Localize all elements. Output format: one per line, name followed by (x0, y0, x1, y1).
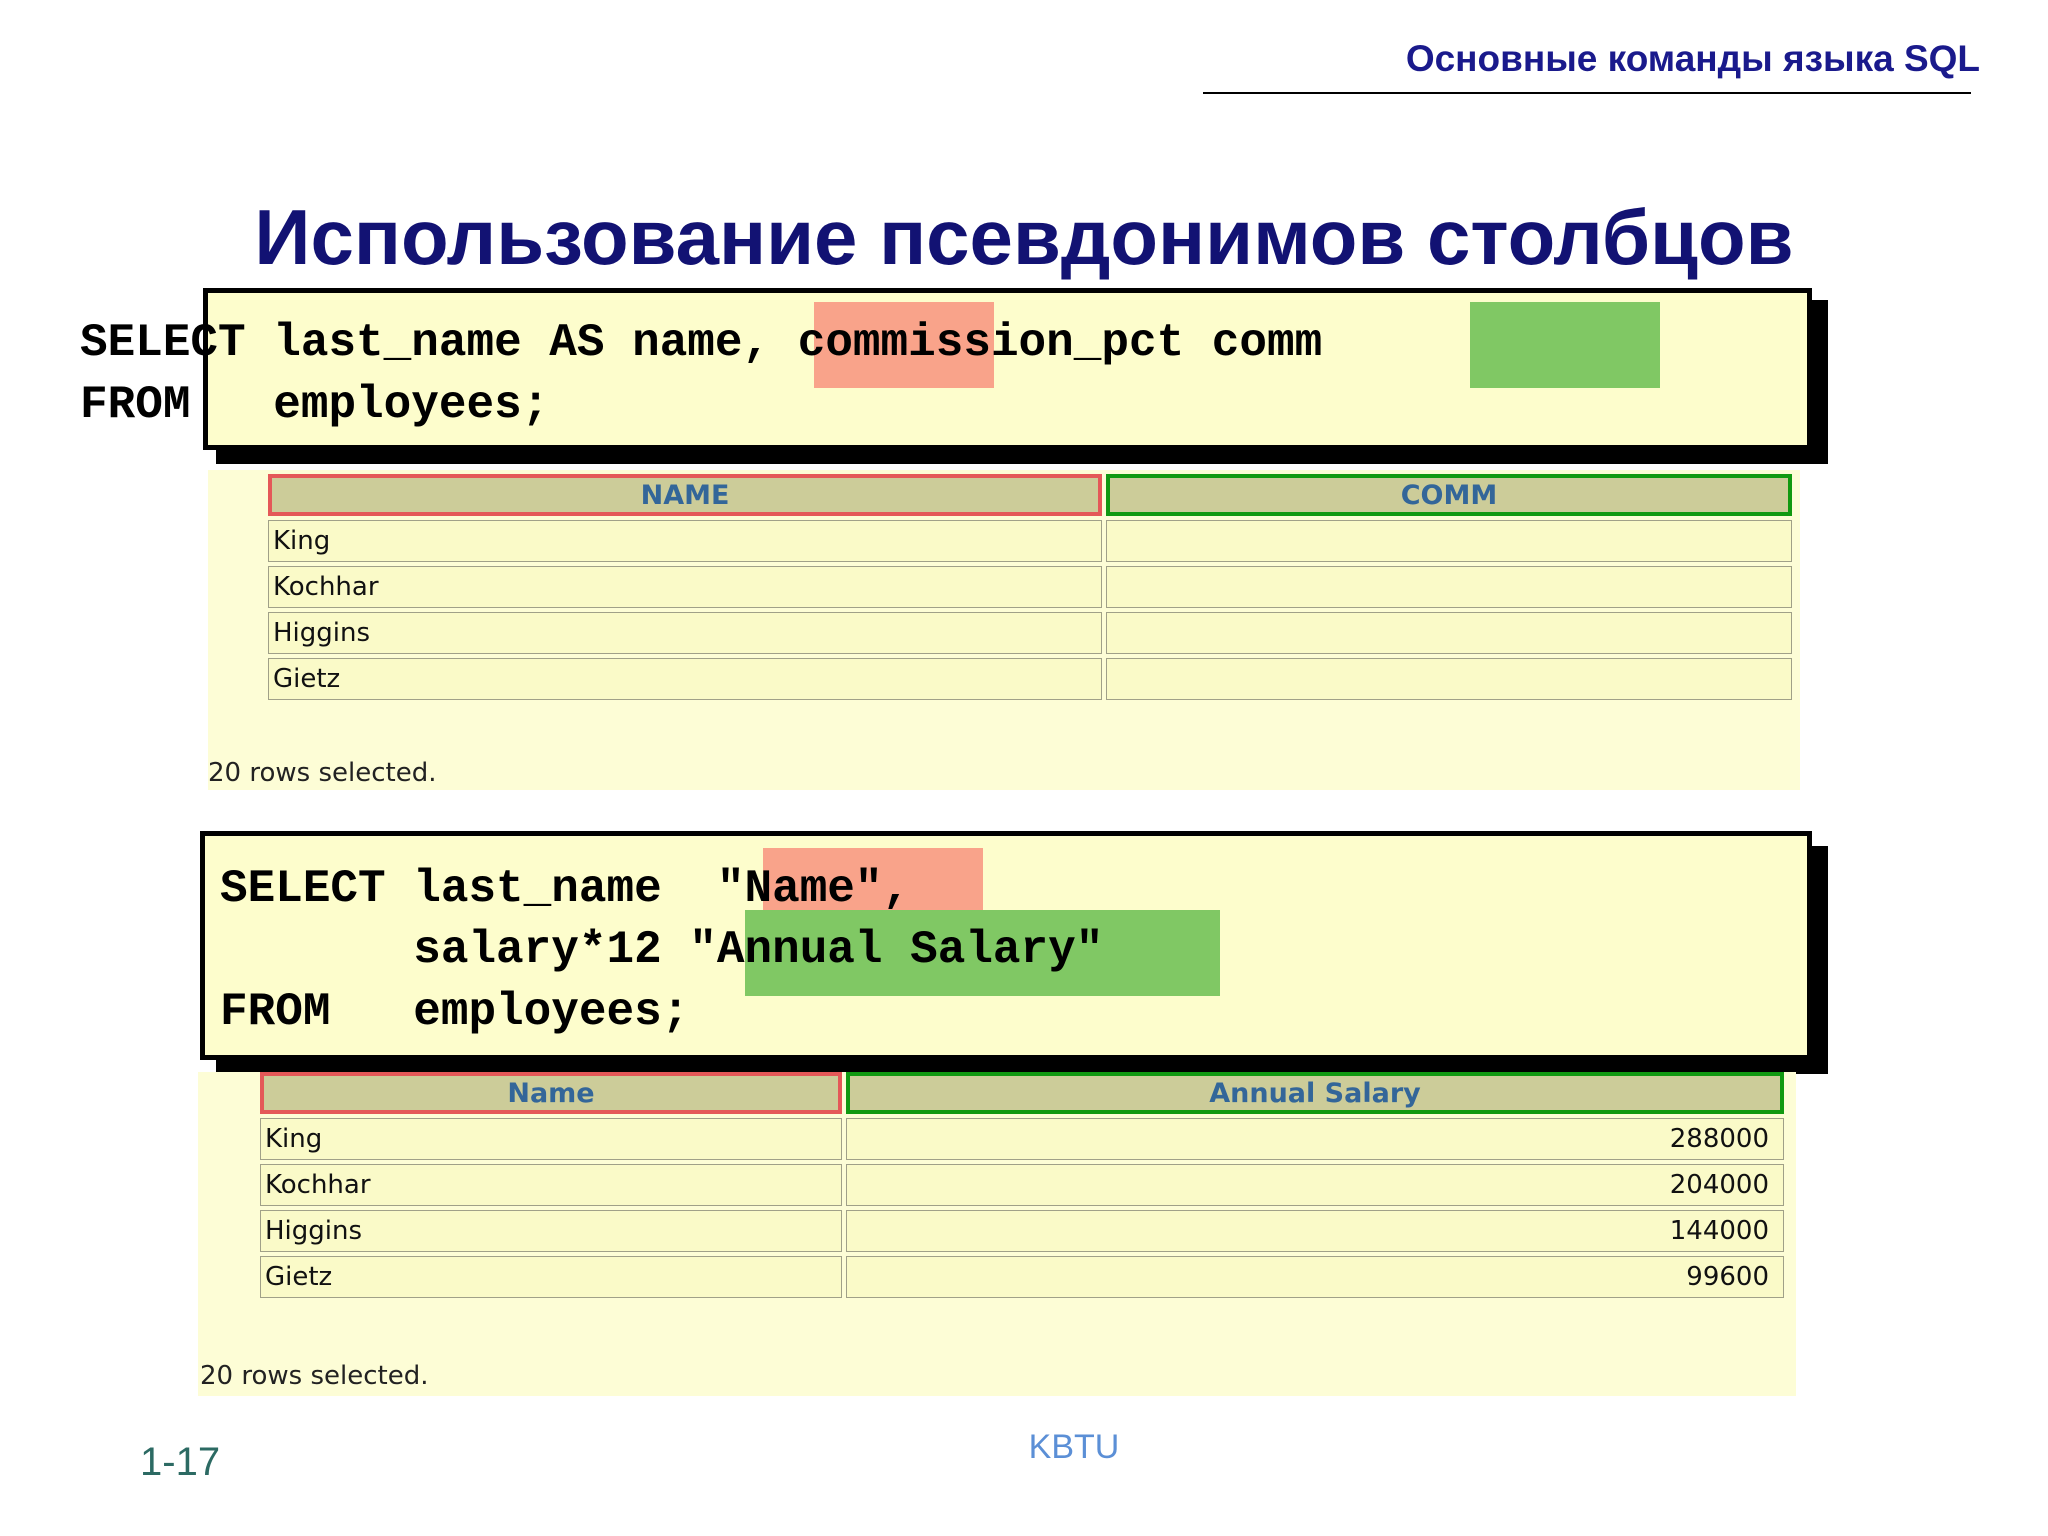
rows-selected-note: 20 rows selected. (208, 758, 437, 788)
cell-comm (1106, 566, 1792, 608)
table-row: Gietz (268, 658, 1792, 700)
table-row: Gietz 99600 (260, 1256, 1784, 1298)
cell-annual-salary: 99600 (846, 1256, 1784, 1298)
code-line: SELECT last_name "Name", (220, 863, 911, 915)
slide-number: 1-17 (140, 1440, 221, 1484)
cell-name: King (268, 520, 1102, 562)
cell-name: Gietz (260, 1256, 842, 1298)
table-row: King 288000 (260, 1118, 1784, 1160)
table-row: Kochhar (268, 566, 1792, 608)
cell-annual-salary: 204000 (846, 1164, 1784, 1206)
table-row: Kochhar 204000 (260, 1164, 1784, 1206)
cell-annual-salary: 144000 (846, 1210, 1784, 1252)
table-row: King (268, 520, 1792, 562)
cell-name: Gietz (268, 658, 1102, 700)
cell-comm (1106, 658, 1792, 700)
column-header-name: NAME (268, 474, 1102, 516)
result-table-1: NAME COMM King Kochhar Higgins Gietz (264, 470, 1796, 704)
code-line: salary*12 "Annual Salary" (220, 924, 1104, 976)
table-row: Higgins 144000 (260, 1210, 1784, 1252)
rows-selected-note: 20 rows selected. (200, 1361, 429, 1391)
cell-name: Kochhar (260, 1164, 842, 1206)
header-rule (1203, 92, 1971, 94)
column-header-name: Name (260, 1072, 842, 1114)
cell-comm (1106, 520, 1792, 562)
code-line: FROM employees; (80, 379, 550, 431)
header-title: Основные команды языка SQL (1405, 38, 1980, 79)
cell-comm (1106, 612, 1792, 654)
cell-annual-salary: 288000 (846, 1118, 1784, 1160)
cell-name: Kochhar (268, 566, 1102, 608)
slide-title: Использование псевдонимов столбцов (254, 193, 1794, 281)
code-line: FROM employees; (220, 986, 690, 1038)
column-header-comm: COMM (1106, 474, 1792, 516)
alias-highlight-annual-salary (745, 910, 1220, 996)
alias-highlight-name (814, 302, 994, 388)
result-table-2: Name Annual Salary King 288000 Kochhar 2… (256, 1068, 1788, 1302)
alias-highlight-comm (1470, 302, 1660, 388)
cell-name: Higgins (268, 612, 1102, 654)
cell-name: Higgins (260, 1210, 842, 1252)
table-row: Higgins (268, 612, 1792, 654)
cell-name: King (260, 1118, 842, 1160)
footer-label: KBTU (1028, 1428, 1120, 1466)
code-line: SELECT last_name AS name, commission_pct… (80, 317, 1323, 369)
column-header-annual-salary: Annual Salary (846, 1072, 1784, 1114)
